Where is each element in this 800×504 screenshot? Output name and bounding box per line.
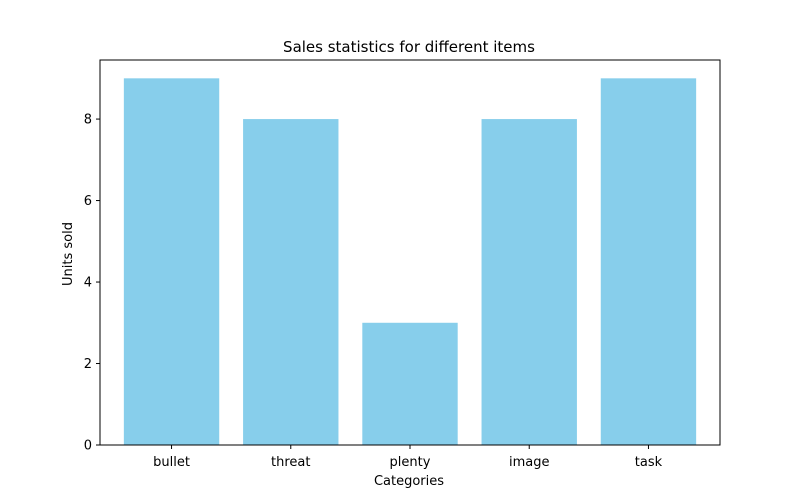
- x-axis-label: Categories: [374, 474, 444, 489]
- y-tick-label-8: 8: [84, 113, 92, 128]
- x-tick-label-plenty: plenty: [390, 455, 431, 470]
- bar-image: [481, 119, 577, 445]
- x-tick-label-bullet: bullet: [153, 455, 190, 470]
- y-axis-label: Units sold: [61, 222, 76, 286]
- x-tick-label-image: image: [509, 455, 550, 470]
- y-tick-label-4: 4: [84, 276, 92, 291]
- y-tick-label-2: 2: [84, 357, 92, 372]
- bar-plenty: [362, 322, 458, 445]
- plot-frame: [99, 59, 721, 446]
- bars-layer: [123, 78, 697, 445]
- x-tick-label-task: task: [635, 455, 663, 470]
- y-tick-label-6: 6: [84, 194, 92, 209]
- chart-title: Sales statistics for different items: [283, 38, 535, 56]
- bar-threat: [243, 119, 339, 445]
- bar-task: [600, 78, 697, 445]
- bar-bullet: [123, 78, 220, 445]
- y-tick-label-0: 0: [84, 439, 92, 454]
- x-tick-label-threat: threat: [271, 455, 310, 470]
- axes-layer: bullet threat plenty image task 0 2 4 6 8: [84, 59, 721, 470]
